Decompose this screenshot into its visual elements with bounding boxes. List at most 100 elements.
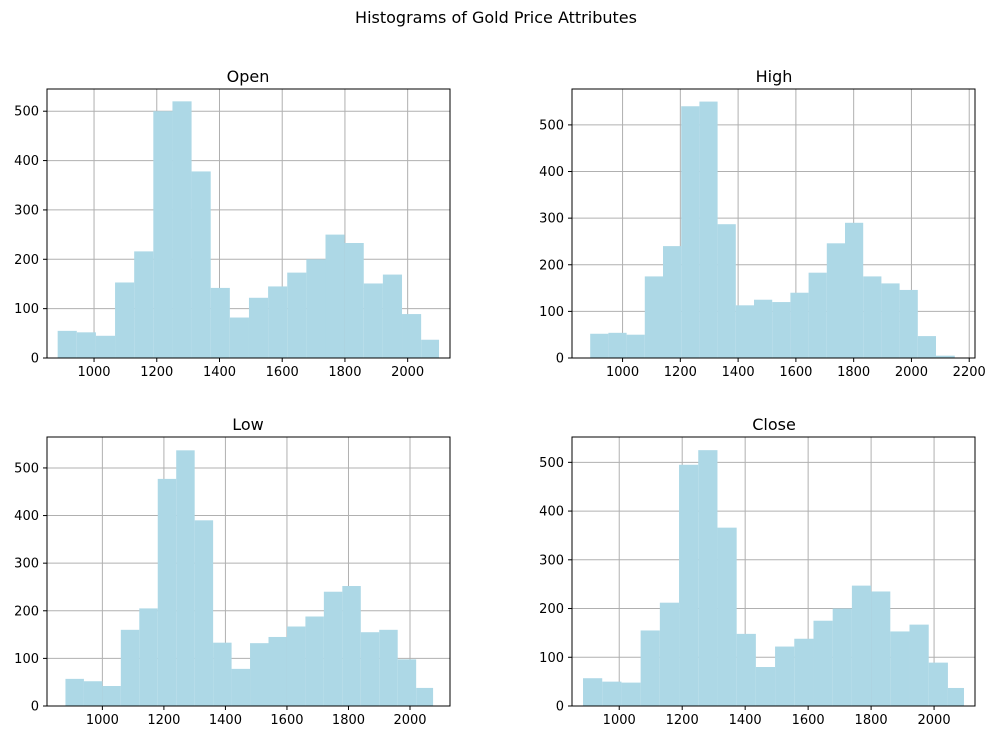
close-histogram-bar (698, 450, 718, 706)
close-histogram-bar (736, 633, 756, 706)
open-histogram-bar (134, 251, 154, 358)
open-xtick-label: 1800 (328, 365, 361, 380)
close-xtick-label: 1400 (729, 713, 762, 728)
low-xtick-label: 1600 (270, 713, 303, 728)
high-xtick-label: 2200 (953, 365, 986, 380)
close-xtick-label: 1800 (855, 713, 888, 728)
subplot-close: Close 1000 1200 1400 1600 1800 2000 0 100 200 300… (539, 415, 976, 728)
high-histogram-bar (735, 305, 754, 358)
open-histogram-bar (229, 317, 249, 358)
low-xtick-label: 1400 (209, 713, 242, 728)
low-ytick-label: 200 (14, 604, 39, 619)
high-histogram-bar (881, 283, 900, 358)
subplot-high-bars (590, 101, 955, 358)
subplot-open-ticks: 1000 1200 1400 1600 1800 2000 0 100 200 300 400 500 (14, 105, 424, 380)
open-histogram-bar (115, 282, 135, 358)
low-histogram-bar (157, 478, 177, 706)
open-histogram-bar (57, 330, 77, 358)
close-histogram-bar (640, 630, 660, 706)
open-ytick-label: 100 (14, 302, 39, 317)
low-histogram-bar (231, 668, 251, 706)
high-histogram-bar (644, 276, 663, 358)
low-histogram-bar (65, 678, 84, 706)
subplot-low: Low 1000 1200 1400 1600 1800 2000 0 100 200 300 40… (14, 415, 451, 728)
close-ytick-label: 500 (539, 456, 564, 471)
open-histogram-bar (172, 101, 192, 358)
low-histogram-bar (379, 629, 398, 706)
close-xtick-label: 2000 (918, 713, 951, 728)
low-histogram-bar (194, 520, 214, 706)
close-histogram-bar (621, 682, 641, 706)
open-xtick-label: 1200 (140, 365, 173, 380)
low-histogram-bar (176, 450, 195, 706)
high-histogram-bar (863, 276, 882, 358)
high-histogram-bar (808, 272, 827, 358)
close-histogram-bar (794, 638, 814, 706)
high-histogram-bar (681, 106, 700, 358)
subplot-open: Open 1000 1200 1400 1600 1800 2000 0 100 200 300 4… (14, 67, 451, 380)
low-histogram-bar (342, 586, 361, 706)
low-ytick-label: 500 (14, 461, 39, 476)
close-histogram-bar (583, 678, 603, 706)
close-histogram-bar (717, 527, 737, 706)
low-histogram-bar (360, 632, 380, 706)
close-xtick-label: 1200 (666, 713, 699, 728)
open-histogram-bar (248, 297, 269, 358)
high-ytick-label: 100 (539, 305, 564, 320)
low-histogram-bar (268, 636, 287, 706)
subplot-high-frame (571, 88, 976, 359)
low-histogram-bar (416, 687, 434, 706)
low-ytick-label: 0 (31, 700, 39, 715)
low-histogram-bar (120, 629, 140, 706)
close-xtick-label: 1000 (603, 713, 636, 728)
high-histogram-bar (754, 299, 773, 358)
high-histogram-bar (899, 289, 918, 358)
low-histogram-bar (250, 643, 269, 706)
close-histogram-bar (890, 631, 910, 706)
open-histogram-bar (287, 272, 307, 358)
high-histogram-bar (663, 246, 682, 358)
open-histogram-bar (402, 314, 422, 358)
open-histogram-bar (363, 283, 383, 358)
close-ytick-label: 200 (539, 602, 564, 617)
high-xtick-label: 1800 (837, 365, 870, 380)
subplot-close-frame (571, 436, 976, 707)
high-xtick-label: 1200 (664, 365, 697, 380)
low-xtick-label: 1800 (332, 713, 365, 728)
open-xtick-label: 1600 (266, 365, 299, 380)
open-histogram-bar (191, 171, 211, 358)
close-histogram-bar (909, 624, 929, 706)
close-ytick-label: 0 (556, 700, 564, 715)
high-histogram-bar (790, 292, 809, 358)
close-histogram-bar (602, 681, 622, 706)
high-ytick-label: 0 (556, 352, 564, 367)
subplot-close-ticks: 1000 1200 1400 1600 1800 2000 0 100 200 300 400 500 (539, 456, 950, 728)
subplot-open-frame (46, 88, 451, 359)
subplot-close-title: Close (752, 415, 796, 434)
low-ytick-label: 100 (14, 652, 39, 667)
low-xtick-label: 1200 (147, 713, 180, 728)
close-histogram-bar (871, 591, 891, 706)
subplot-close-bars (583, 450, 964, 706)
open-histogram-bar (306, 259, 326, 358)
low-histogram-bar (397, 659, 417, 706)
subplot-open-bars (57, 101, 440, 359)
low-histogram-bar (139, 608, 158, 706)
open-histogram-bar (76, 332, 96, 358)
open-xtick-label: 2000 (391, 365, 424, 380)
high-histogram-bar (626, 334, 645, 358)
close-histogram-bar (659, 602, 680, 706)
figure-suptitle: Histograms of Gold Price Attributes (355, 8, 637, 27)
open-ytick-label: 200 (14, 253, 39, 268)
close-histogram-bar (832, 608, 852, 706)
close-histogram-bar (851, 585, 872, 706)
open-xtick-label: 1400 (203, 365, 236, 380)
close-ytick-label: 400 (539, 505, 564, 520)
open-ytick-label: 0 (31, 352, 39, 367)
close-histogram-bar (679, 464, 699, 706)
close-xtick-label: 1600 (792, 713, 825, 728)
low-histogram-bar (323, 591, 343, 706)
high-histogram-bar (699, 101, 718, 358)
open-histogram-bar (95, 335, 116, 358)
